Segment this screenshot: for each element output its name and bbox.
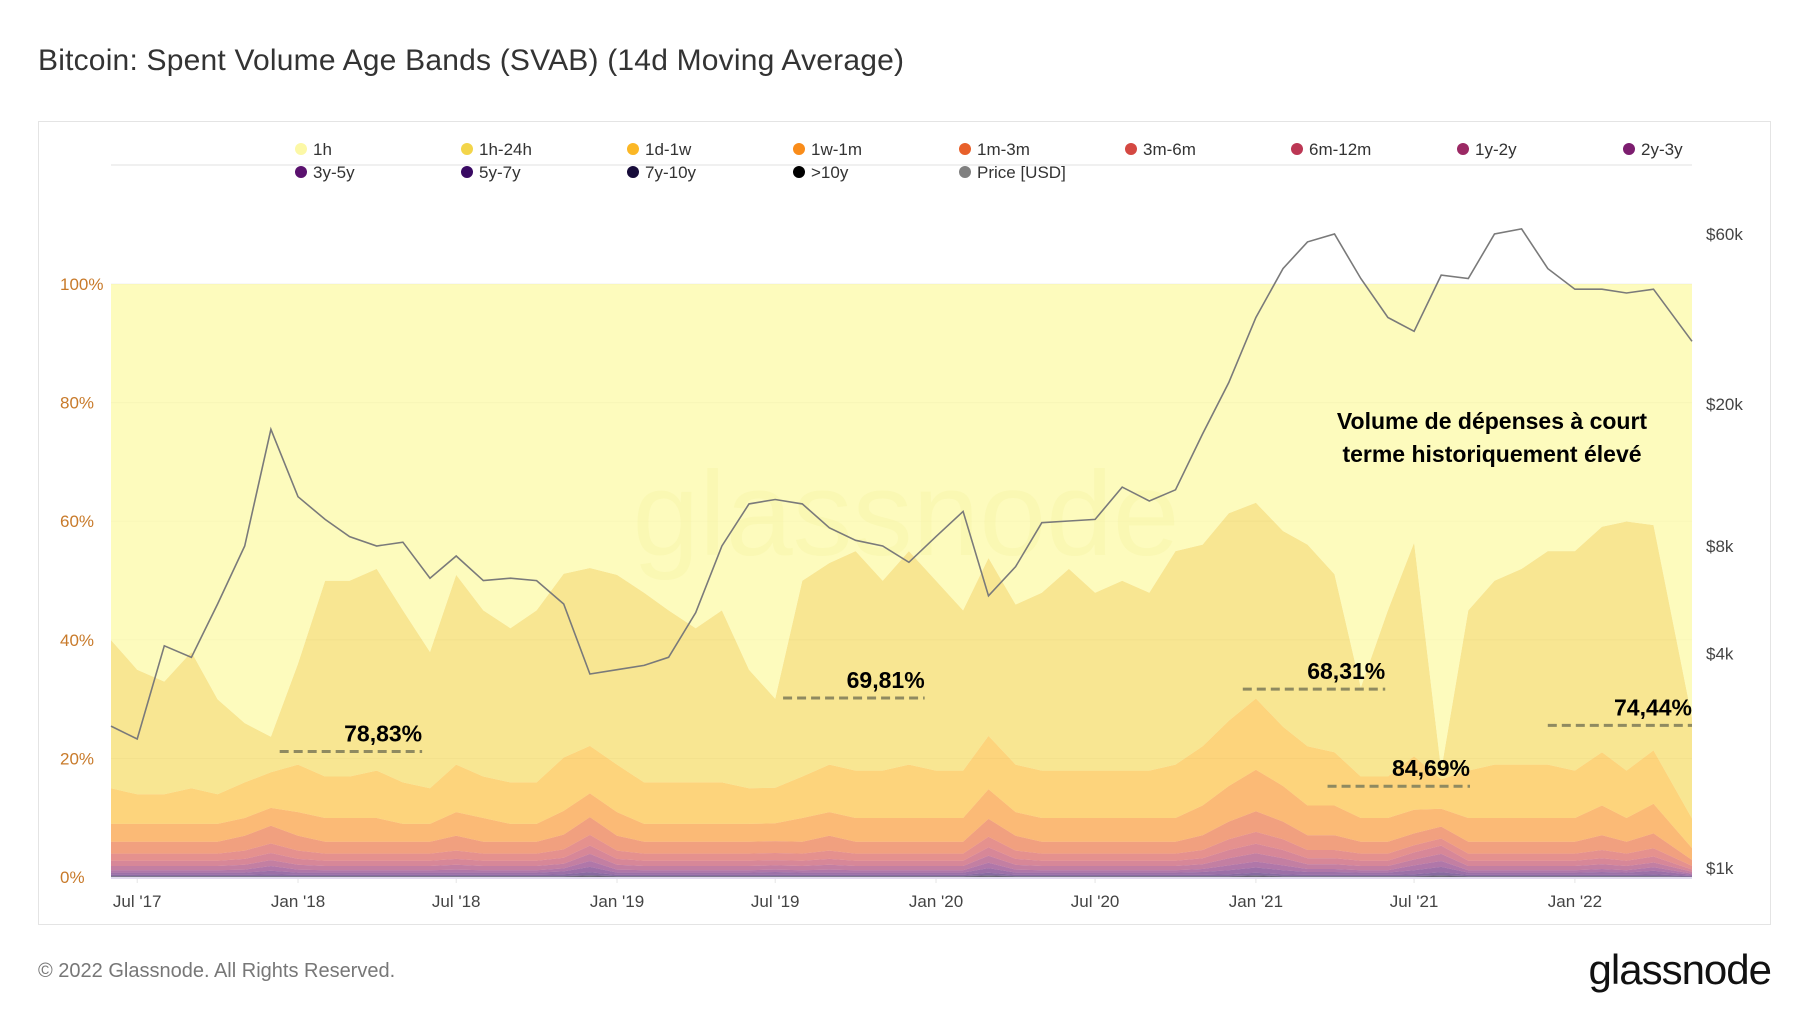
annotation-label: 84,69% (1392, 755, 1470, 781)
legend-swatch-icon (627, 143, 639, 155)
legend-label: >10y (811, 163, 849, 182)
legend-item[interactable]: 3y-5y (295, 163, 355, 182)
y-axis-left: 0% 20% 40% 60% 80% 100% (60, 275, 103, 887)
annotations: 78,83% 69,81% 68,31% 84,69% 74,44% (279, 658, 1692, 788)
x-tick-label: Jul '17 (113, 892, 162, 911)
y-right-tick-label: $4k (1706, 644, 1734, 663)
note-line-2: terme historiquement élevé (1342, 441, 1641, 467)
x-tick-label: Jul '19 (751, 892, 800, 911)
area-band-1d-1w (111, 698, 1692, 849)
y-right-tick-label: $20k (1706, 395, 1743, 414)
legend-item[interactable]: 1y-2y (1457, 140, 1517, 159)
y-left-tick-label: 20% (60, 749, 94, 768)
callout-note: Volume de dépenses à court terme histori… (1337, 408, 1648, 467)
chart-frame (38, 121, 1771, 925)
y-left-tick-label: 40% (60, 631, 94, 650)
copyright: © 2022 Glassnode. All Rights Reserved. (38, 960, 396, 982)
legend-label: 1w-1m (811, 140, 862, 159)
glassnode-logo: glassnode (1588, 946, 1772, 993)
area-band-7y-10y (111, 875, 1692, 877)
stacked-areas (111, 284, 1692, 877)
y-left-tick-label: 100% (60, 275, 103, 294)
legend: 1h 1h-24h 1d-1w 1w-1m 1m-3m 3m-6m 6m-12m 1y-2y 2… (295, 140, 1683, 182)
legend-item[interactable]: 3m-6m (1125, 140, 1196, 159)
legend-label: Price [USD] (977, 163, 1066, 182)
legend-label: 1h (313, 140, 332, 159)
legend-label: 3m-6m (1143, 140, 1196, 159)
legend-label: 7y-10y (645, 163, 697, 182)
y-left-tick-label: 0% (60, 868, 85, 887)
chart-title: Bitcoin: Spent Volume Age Bands (SVAB) (… (38, 44, 905, 77)
legend-label: 5y-7y (479, 163, 521, 182)
x-axis: Jul '17 Jan '18 Jul '18 Jan '19 Jul '19 Jan '… (111, 877, 1692, 911)
area-band-2y-3y (111, 861, 1692, 875)
legend-label: 1y-2y (1475, 140, 1517, 159)
annotation-label: 68,31% (1307, 658, 1385, 684)
legend-label: 2y-3y (1641, 140, 1683, 159)
legend-swatch-icon (627, 166, 639, 178)
legend-swatch-icon (461, 166, 473, 178)
legend-item[interactable]: 1d-1w (627, 140, 692, 159)
price-series (110, 228, 1693, 741)
annotation-label: 74,44% (1614, 694, 1692, 720)
x-tick-label: Jan '20 (909, 892, 963, 911)
area-band-1h-24h (111, 502, 1692, 819)
legend-label: 1d-1w (645, 140, 692, 159)
legend-item[interactable]: 2y-3y (1623, 140, 1683, 159)
x-tick-label: Jul '18 (432, 892, 481, 911)
y-right-tick-label: $8k (1706, 537, 1734, 556)
area-band-5y-7y (111, 872, 1692, 877)
legend-swatch-icon (1125, 143, 1137, 155)
legend-item[interactable]: 5y-7y (461, 163, 521, 182)
legend-label: 1m-3m (977, 140, 1030, 159)
x-tick-label: Jan '19 (590, 892, 644, 911)
area-band-1y-2y (111, 853, 1692, 874)
y-left-tick-label: 60% (60, 512, 94, 531)
legend-label: 3y-5y (313, 163, 355, 182)
x-tick-label: Jul '20 (1071, 892, 1120, 911)
area-band-1h (111, 284, 1692, 771)
x-tick-label: Jul '21 (1390, 892, 1439, 911)
area-band-3m-6m (111, 831, 1692, 870)
area-band-6m-12m (111, 843, 1692, 872)
area-band-1w-1m (111, 769, 1692, 860)
legend-item[interactable]: 1h-24h (461, 140, 532, 159)
note-line-1: Volume de dépenses à court (1337, 408, 1648, 434)
legend-swatch-icon (1457, 143, 1469, 155)
legend-swatch-icon (461, 143, 473, 155)
legend-item[interactable]: >10y (793, 163, 849, 182)
legend-swatch-icon (959, 166, 971, 178)
price-line (110, 228, 1693, 741)
legend-swatch-icon (1623, 143, 1635, 155)
y-right-tick-label: $1k (1706, 859, 1734, 878)
legend-swatch-icon (295, 143, 307, 155)
legend-swatch-icon (1291, 143, 1303, 155)
legend-item[interactable]: 6m-12m (1291, 140, 1371, 159)
legend-item[interactable]: 7y-10y (627, 163, 697, 182)
x-tick-label: Jan '21 (1229, 892, 1283, 911)
legend-item[interactable]: 1m-3m (959, 140, 1030, 159)
legend-item[interactable]: Price [USD] (959, 163, 1066, 182)
legend-item[interactable]: 1h (295, 140, 332, 159)
x-tick-label: Jan '18 (271, 892, 325, 911)
legend-label: 6m-12m (1309, 140, 1371, 159)
legend-swatch-icon (793, 143, 805, 155)
legend-swatch-icon (959, 143, 971, 155)
y-left-tick-label: 80% (60, 394, 94, 413)
y-axis-right: $1k $4k $8k $20k $60k (1706, 225, 1743, 878)
area-band-3y-5y (111, 866, 1692, 876)
annotation-label: 78,83% (344, 720, 422, 746)
area-band-1m-3m (111, 811, 1692, 866)
x-tick-label: Jan '22 (1548, 892, 1602, 911)
annotation-label: 69,81% (847, 667, 925, 693)
legend-swatch-icon (793, 166, 805, 178)
legend-swatch-icon (295, 166, 307, 178)
legend-label: 1h-24h (479, 140, 532, 159)
y-right-tick-label: $60k (1706, 225, 1743, 244)
legend-item[interactable]: 1w-1m (793, 140, 862, 159)
